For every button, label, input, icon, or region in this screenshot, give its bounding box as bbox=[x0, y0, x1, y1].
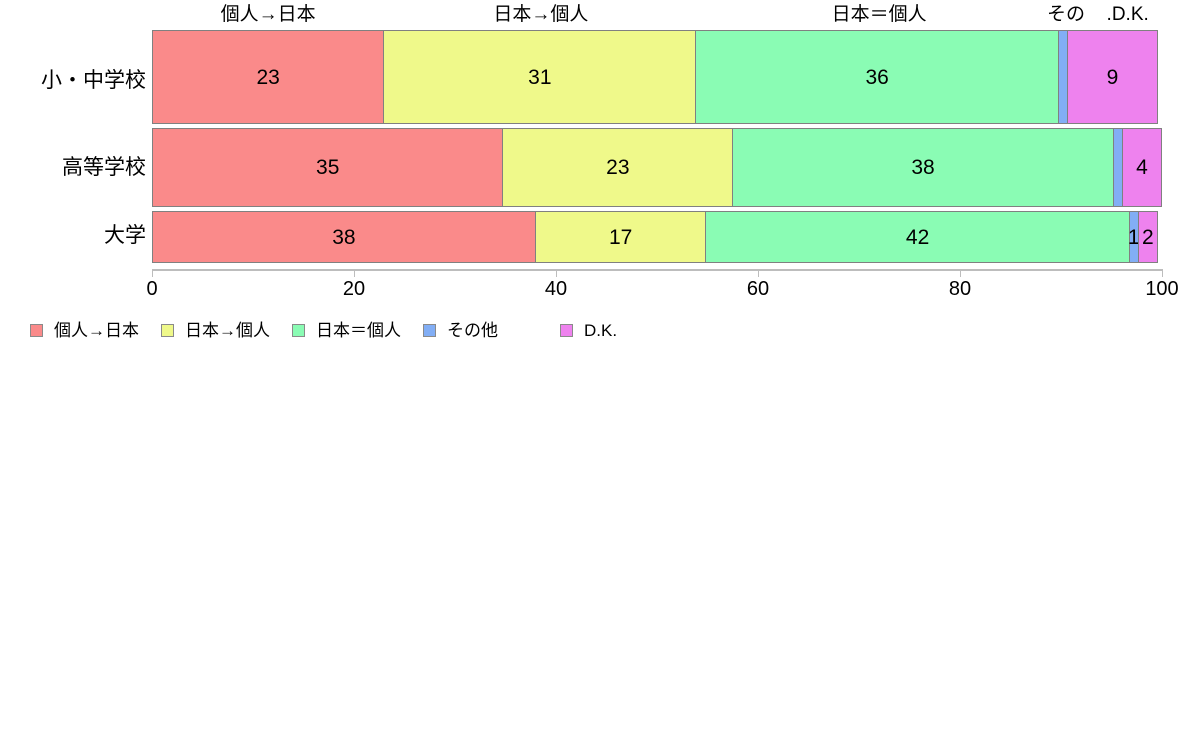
legend-color-swatch bbox=[560, 323, 573, 337]
bar-segment-value: 23 bbox=[256, 65, 280, 89]
axis-tick-label: 100 bbox=[1145, 278, 1179, 300]
bar-segment-value: 2 bbox=[1142, 225, 1154, 249]
legend-item-label: D.K. bbox=[584, 320, 618, 340]
bar-segment[interactable]: 9 bbox=[1067, 30, 1158, 124]
legend-item[interactable]: 日本＝個人 bbox=[292, 322, 401, 339]
value-axis: 0 20 40 60 80 100 bbox=[146, 269, 1179, 309]
bar-segment-value: 4 bbox=[1136, 156, 1148, 179]
bar-segment-value: 9 bbox=[1106, 65, 1119, 89]
legend-item[interactable]: 個人→日本 bbox=[30, 322, 139, 339]
legend-color-swatch bbox=[292, 323, 305, 337]
axis-tick-label: 60 bbox=[746, 278, 770, 300]
axis-tick-label: 0 bbox=[146, 278, 158, 300]
top-segment-label-group: 個人→日本 日本→個人 日本＝個人 その .D.K. bbox=[152, 3, 1162, 29]
bar-segment[interactable]: 35 bbox=[152, 128, 504, 207]
bar-segment-value: 38 bbox=[911, 156, 935, 179]
top-segment-label-0: 個人→日本 bbox=[220, 4, 316, 25]
bar-segment[interactable]: 31 bbox=[383, 30, 697, 124]
axis-tick bbox=[1162, 269, 1163, 277]
legend-color-swatch bbox=[423, 323, 436, 337]
bar-segment[interactable]: 38 bbox=[732, 128, 1114, 207]
axis-tick-label: 80 bbox=[948, 278, 972, 300]
axis-tick bbox=[758, 269, 759, 277]
bar-segment[interactable]: 23 bbox=[502, 128, 734, 207]
bar-segment-value: 36 bbox=[865, 65, 889, 89]
plot-area: 23 31 36 9 35 23 38 bbox=[152, 0, 1162, 280]
bar-segment-value: 17 bbox=[608, 225, 633, 249]
bar-segment-value: 35 bbox=[316, 156, 340, 179]
axis-tick-label: 40 bbox=[544, 278, 568, 300]
bar-segment-value: 42 bbox=[905, 225, 930, 249]
bar-row: 35 23 38 4 bbox=[152, 128, 1162, 207]
legend-item[interactable]: その他 bbox=[423, 322, 498, 339]
top-segment-label-2: 日本＝個人 bbox=[831, 4, 927, 25]
top-segment-label-1: 日本→個人 bbox=[493, 4, 589, 25]
category-label-0: 小・中学校 bbox=[41, 69, 146, 92]
axis-tick bbox=[960, 269, 961, 277]
axis-line bbox=[152, 269, 1162, 271]
legend-item-label: 日本＝個人 bbox=[316, 320, 401, 340]
category-label-2: 大学 bbox=[104, 224, 146, 247]
bar-segment[interactable]: 17 bbox=[534, 211, 707, 263]
category-label-1: 高等学校 bbox=[62, 156, 146, 179]
legend-item-label: 個人→日本 bbox=[54, 320, 139, 340]
legend-item-label: 日本→個人 bbox=[185, 320, 270, 340]
legend-item-label: その他 bbox=[447, 320, 498, 340]
legend-item[interactable]: 日本→個人 bbox=[161, 322, 270, 339]
bar-segment[interactable]: 23 bbox=[152, 30, 385, 124]
legend: 個人→日本 日本→個人 日本＝個人 その他 D.K. bbox=[30, 318, 617, 342]
axis-tick bbox=[556, 269, 557, 277]
bar-segment[interactable]: 36 bbox=[695, 30, 1059, 124]
bar-row: 38 17 42 1 2 bbox=[152, 211, 1162, 263]
axis-tick bbox=[354, 269, 355, 277]
legend-color-swatch bbox=[30, 323, 43, 337]
legend-item[interactable]: D.K. bbox=[560, 322, 617, 339]
bar-row: 23 31 36 9 bbox=[152, 30, 1162, 124]
top-segment-label-3: その bbox=[1047, 4, 1086, 25]
axis-tick-label: 20 bbox=[342, 278, 366, 300]
bar-segment[interactable]: 2 bbox=[1137, 211, 1158, 263]
bar-segment-value: 38 bbox=[332, 225, 356, 249]
legend-color-swatch bbox=[161, 323, 174, 337]
top-segment-label-4: .D.K. bbox=[1106, 4, 1149, 25]
bar-segment-value: 23 bbox=[606, 156, 630, 179]
bar-segment[interactable]: 42 bbox=[705, 211, 1130, 263]
bar-segment[interactable]: 4 bbox=[1121, 128, 1162, 207]
bar-segment-value: 31 bbox=[528, 65, 552, 89]
bar-segment[interactable]: 38 bbox=[152, 211, 536, 263]
axis-tick bbox=[152, 269, 153, 277]
category-axis-labels: 小・中学校 高等学校 大学 bbox=[0, 0, 146, 260]
